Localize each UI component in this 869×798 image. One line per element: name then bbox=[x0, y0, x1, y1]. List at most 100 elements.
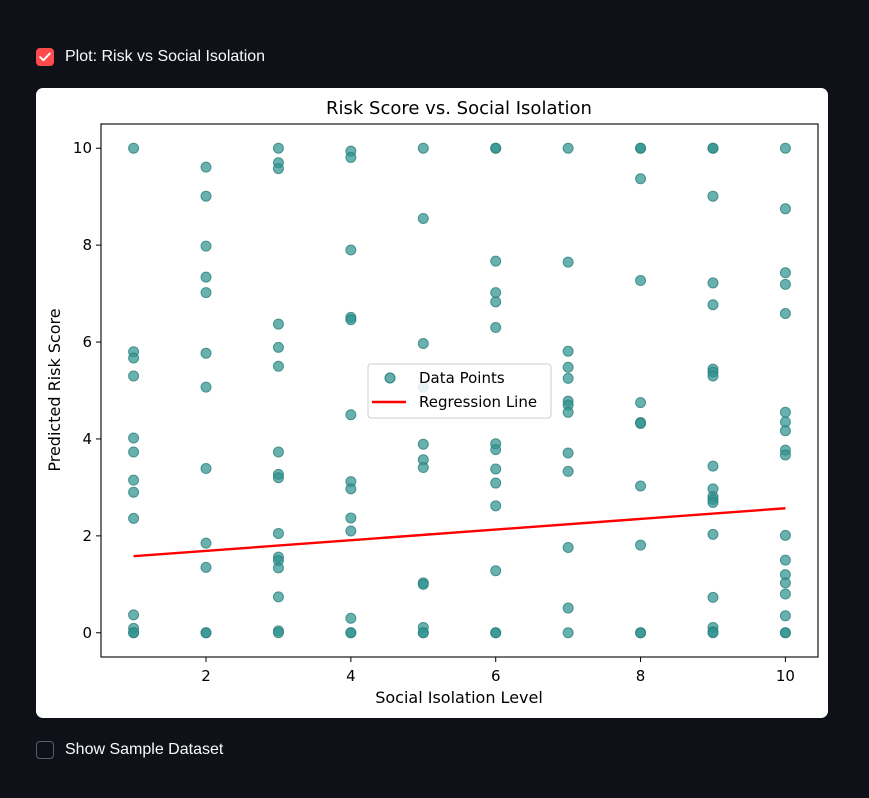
data-point bbox=[562, 541, 574, 553]
data-point bbox=[635, 397, 647, 409]
data-point bbox=[272, 142, 284, 154]
checkbox-checked-icon[interactable] bbox=[36, 48, 54, 66]
data-point bbox=[707, 299, 719, 311]
data-point bbox=[200, 287, 212, 299]
data-point bbox=[490, 500, 502, 512]
data-point bbox=[707, 460, 719, 472]
data-point bbox=[200, 347, 212, 359]
data-points-layer bbox=[128, 142, 791, 639]
data-point bbox=[200, 271, 212, 283]
data-point bbox=[562, 361, 574, 373]
x-tick-label: 6 bbox=[491, 667, 501, 685]
data-point bbox=[272, 341, 284, 353]
legend-scatter-marker bbox=[384, 372, 396, 384]
data-point bbox=[779, 203, 791, 215]
data-point bbox=[707, 370, 719, 382]
data-point bbox=[417, 438, 429, 450]
y-axis-ticks: 0 2 4 6 8 10 bbox=[73, 139, 101, 642]
data-point bbox=[779, 267, 791, 279]
data-point bbox=[490, 255, 502, 267]
checkbox-unchecked-icon[interactable] bbox=[36, 741, 54, 759]
data-point bbox=[490, 287, 502, 299]
data-point bbox=[200, 381, 212, 393]
data-point bbox=[562, 406, 574, 418]
data-point bbox=[128, 609, 140, 621]
data-point bbox=[779, 142, 791, 154]
data-point bbox=[128, 352, 140, 364]
data-point bbox=[707, 496, 719, 508]
data-point bbox=[707, 142, 719, 154]
data-point bbox=[490, 627, 502, 639]
x-tick-label: 4 bbox=[346, 667, 356, 685]
data-point bbox=[345, 409, 357, 421]
data-point bbox=[345, 612, 357, 624]
chart-legend: Data Points Regression Line bbox=[367, 363, 552, 419]
legend-box bbox=[367, 363, 552, 419]
axes-frame bbox=[100, 123, 819, 658]
data-point bbox=[345, 627, 357, 639]
data-point bbox=[707, 627, 719, 639]
data-point bbox=[707, 277, 719, 289]
data-point bbox=[707, 528, 719, 540]
data-point bbox=[128, 486, 140, 498]
data-point bbox=[417, 338, 429, 349]
plot-container: Risk Score vs. Social Isolation 2 4 6 8 10 0… bbox=[36, 88, 828, 718]
sample-dataset-checkbox[interactable]: Show Sample Dataset bbox=[36, 740, 223, 760]
data-point bbox=[490, 477, 502, 489]
data-point bbox=[707, 591, 719, 603]
checkmark-icon bbox=[39, 52, 51, 62]
data-point bbox=[200, 161, 212, 173]
data-point bbox=[345, 525, 357, 537]
legend-item-data-points: Data Points bbox=[419, 369, 505, 387]
data-point bbox=[128, 627, 140, 639]
data-point bbox=[272, 562, 284, 574]
data-point bbox=[272, 163, 284, 175]
data-point bbox=[779, 588, 791, 600]
data-point bbox=[635, 627, 647, 639]
data-point bbox=[562, 602, 574, 614]
data-point bbox=[779, 577, 791, 589]
data-point bbox=[200, 190, 212, 202]
data-point bbox=[417, 578, 429, 590]
data-point bbox=[417, 212, 429, 224]
data-point bbox=[779, 307, 791, 319]
plot-checkbox[interactable]: Plot: Risk vs Social Isolation bbox=[36, 47, 265, 67]
data-point bbox=[128, 446, 140, 458]
data-point bbox=[490, 444, 502, 456]
data-point bbox=[635, 173, 647, 185]
data-point bbox=[200, 463, 212, 475]
data-point bbox=[272, 446, 284, 458]
data-point bbox=[345, 314, 357, 326]
plot-checkbox-label: Plot: Risk vs Social Isolation bbox=[65, 48, 266, 65]
data-point bbox=[345, 244, 357, 256]
data-point bbox=[562, 256, 574, 268]
data-point bbox=[128, 142, 140, 154]
x-tick-label: 2 bbox=[201, 667, 211, 685]
x-axis-ticks: 2 4 6 8 10 bbox=[201, 657, 795, 685]
chart-title: Risk Score vs. Social Isolation bbox=[326, 98, 592, 119]
y-tick-label: 6 bbox=[82, 333, 92, 351]
sample-dataset-checkbox-label: Show Sample Dataset bbox=[65, 741, 224, 758]
data-point bbox=[272, 318, 284, 330]
y-tick-label: 10 bbox=[73, 139, 92, 157]
data-point bbox=[779, 449, 791, 461]
y-tick-label: 2 bbox=[82, 527, 92, 545]
data-point bbox=[562, 345, 574, 357]
data-point bbox=[417, 462, 429, 474]
y-tick-label: 8 bbox=[82, 236, 92, 254]
data-point bbox=[272, 472, 284, 484]
data-point bbox=[562, 447, 574, 459]
data-point bbox=[417, 627, 429, 639]
data-point bbox=[779, 425, 791, 437]
data-point bbox=[562, 465, 574, 477]
data-point bbox=[562, 372, 574, 384]
data-point bbox=[562, 627, 574, 639]
data-point bbox=[635, 417, 647, 429]
data-point bbox=[345, 483, 357, 495]
data-point bbox=[490, 322, 502, 334]
data-point bbox=[128, 512, 140, 524]
data-point bbox=[128, 370, 140, 382]
data-point bbox=[200, 537, 212, 549]
y-axis-label: Predicted Risk Score bbox=[45, 308, 64, 471]
data-point bbox=[345, 512, 357, 524]
